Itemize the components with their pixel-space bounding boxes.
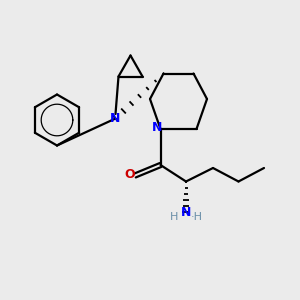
- Text: H: H: [170, 212, 178, 223]
- Text: ·H: ·H: [190, 212, 202, 223]
- Text: N: N: [152, 121, 163, 134]
- Text: N: N: [181, 206, 191, 220]
- Text: N: N: [110, 112, 121, 125]
- Text: O: O: [124, 167, 135, 181]
